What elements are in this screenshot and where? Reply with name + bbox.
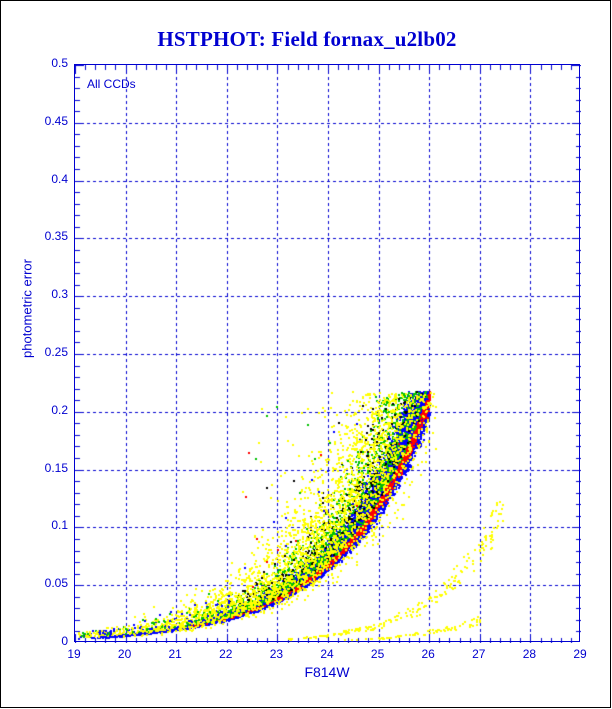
y-tick-label: 0.5: [51, 56, 68, 70]
y-tick-label: 0.25: [44, 345, 68, 359]
y-tick-label: 0: [61, 634, 68, 648]
x-tick-label: 26: [421, 647, 435, 661]
y-tick-label: 0.2: [51, 402, 68, 417]
x-tick-label: 22: [219, 647, 233, 661]
x-tick-label: 21: [168, 647, 182, 661]
x-axis-label: F814W: [304, 664, 350, 680]
plot-area: All CCDs: [74, 64, 581, 643]
x-tick-label: 19: [67, 647, 81, 661]
plot-annotation: All CCDs: [87, 77, 136, 91]
x-tick-label: 27: [472, 647, 486, 661]
y-tick-label: 0.3: [51, 287, 68, 302]
x-tick-label: 20: [117, 647, 132, 661]
y-tick-label: 0.4: [51, 171, 68, 186]
x-tick-label: 25: [370, 647, 385, 661]
y-tick-label: 0.45: [44, 113, 68, 128]
y-tick-label: 0.1: [51, 518, 68, 533]
y-tick-label: 0.35: [44, 229, 68, 244]
x-tick-label: 29: [573, 647, 587, 661]
x-tick-label: 28: [522, 647, 537, 661]
chart-title: HSTPHOT: Field fornax_u2lb02: [157, 27, 457, 51]
x-tick-label: 23: [269, 647, 284, 661]
y-tick-label: 0.15: [44, 460, 68, 475]
scatter-canvas: [75, 65, 581, 643]
x-tick-label: 24: [320, 647, 334, 661]
y-tick-label: 0.05: [44, 576, 68, 591]
